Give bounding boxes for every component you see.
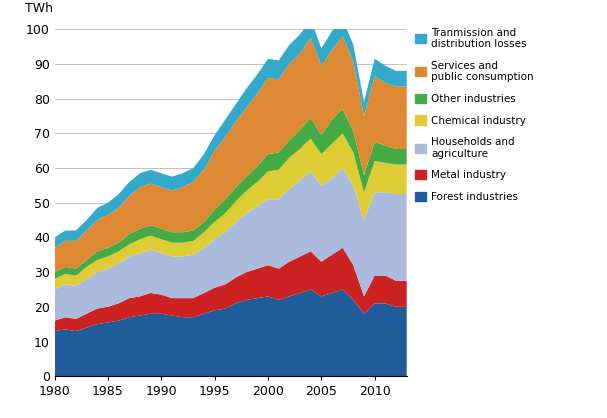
Text: TWh: TWh (25, 3, 53, 15)
Legend: Tranmission and
distribution losses, Services and
public consumption, Other indu: Tranmission and distribution losses, Ser… (415, 28, 534, 202)
